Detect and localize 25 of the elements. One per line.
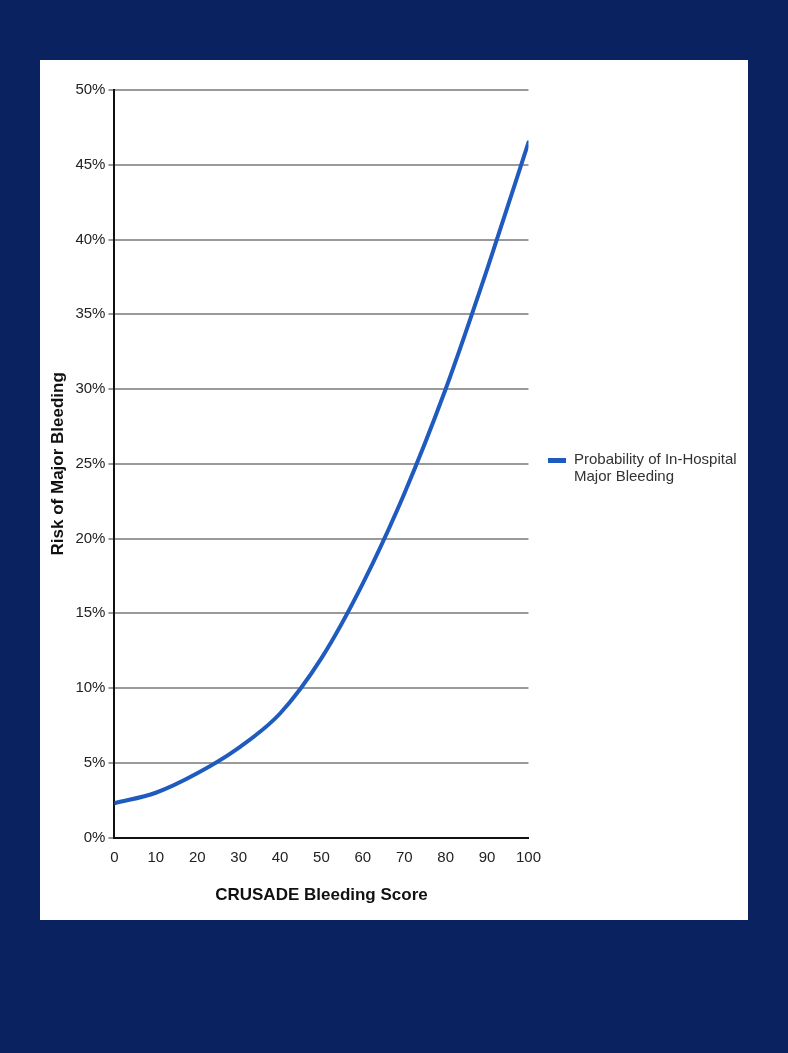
legend-label: Probability of In-Hospital Major Bleeding <box>574 450 738 484</box>
x-tick-label: 40 <box>271 847 289 865</box>
x-tick-label: 20 <box>188 847 206 865</box>
x-tick-label: 60 <box>354 847 372 865</box>
y-tick-label: 50% <box>75 80 106 98</box>
y-tick-label: 35% <box>75 304 106 322</box>
y-tick-label: 20% <box>75 528 106 546</box>
x-axis-title: CRUSADE Bleeding Score <box>215 885 428 905</box>
y-tick-label: 5% <box>83 752 106 770</box>
x-tick-label: 70 <box>395 847 413 865</box>
x-tick-label: 0 <box>110 847 119 865</box>
y-axis-title: Risk of Major Bleeding <box>47 372 67 556</box>
x-tick-label: 30 <box>230 847 247 865</box>
y-tick-label: 45% <box>75 154 106 172</box>
x-tick-label: 80 <box>437 847 455 865</box>
x-tick-label: 100 <box>515 847 541 865</box>
y-tick-label: 15% <box>75 603 106 621</box>
y-tick-label: 25% <box>75 453 106 471</box>
x-tick-label: 50 <box>313 847 330 865</box>
y-tick-label: 30% <box>75 379 106 397</box>
y-tick-label: 10% <box>75 678 106 696</box>
y-tick-label: 0% <box>83 827 106 845</box>
x-tick-label: 90 <box>478 847 496 865</box>
y-tick-label: 40% <box>75 229 106 247</box>
x-tick-label: 10 <box>147 847 165 865</box>
